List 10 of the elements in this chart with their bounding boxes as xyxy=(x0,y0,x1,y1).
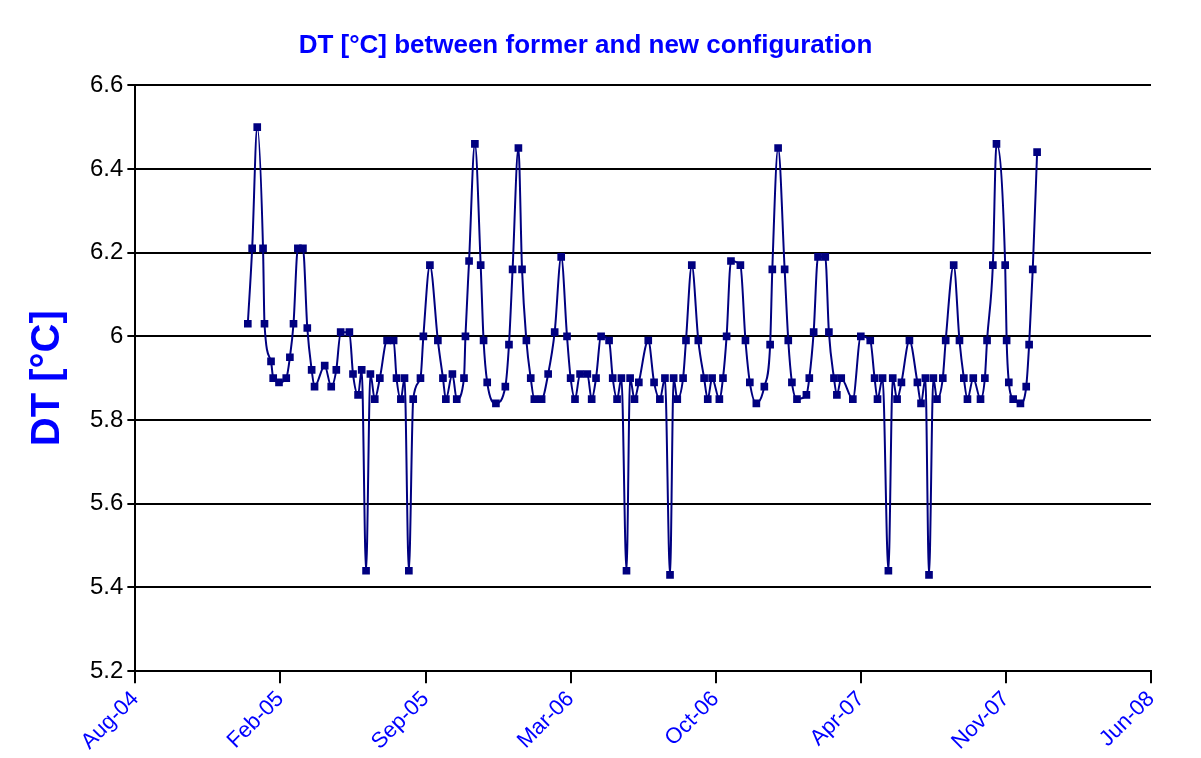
y-tick-label: 5.4 xyxy=(89,572,124,600)
y-tick-label: 6 xyxy=(110,320,124,348)
y-tick-label: 5.2 xyxy=(89,655,124,683)
y-tick-label: 5.8 xyxy=(89,404,124,432)
y-tick-label: 5.6 xyxy=(89,488,124,516)
y-tick-label: 6.4 xyxy=(89,153,124,181)
chart-title: DT [°C] between former and new configuration xyxy=(298,28,873,59)
y-axis-title: DT [°C] xyxy=(23,310,68,447)
y-tick-label: 6.2 xyxy=(89,237,124,265)
y-tick-label: 6.6 xyxy=(89,69,124,97)
